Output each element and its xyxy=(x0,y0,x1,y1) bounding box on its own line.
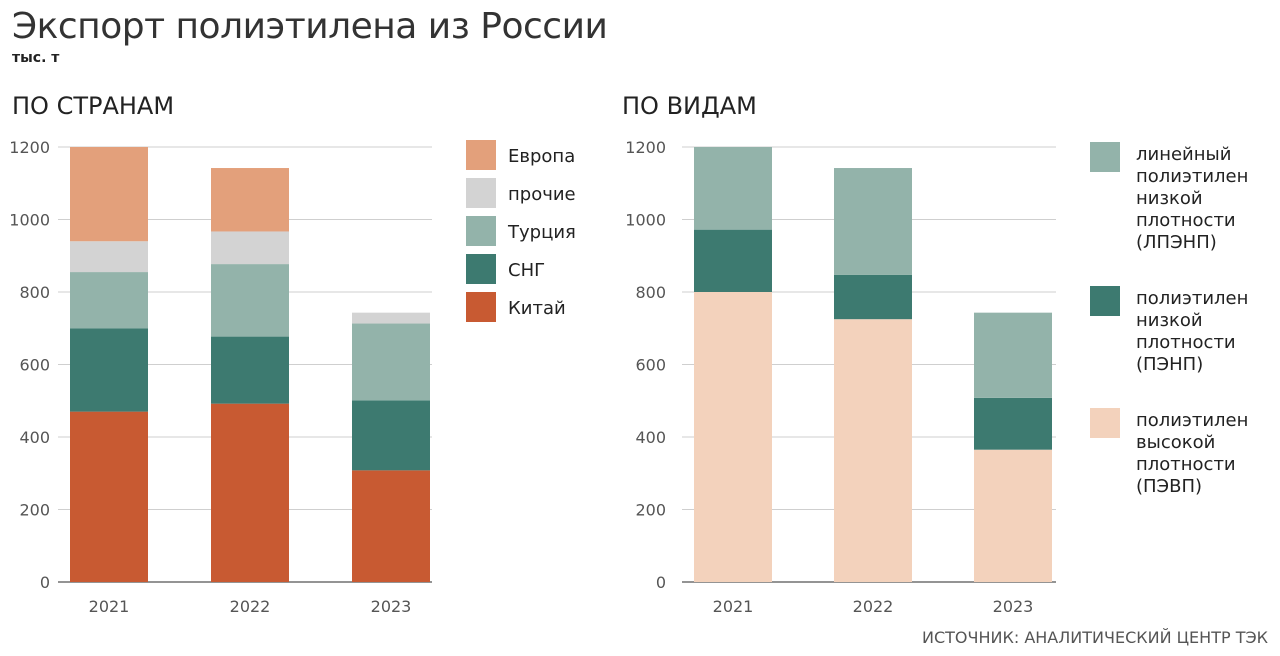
countries-bar-2022-series-1 xyxy=(211,336,289,404)
types-legend-swatch-1 xyxy=(1090,286,1120,316)
types-bar-2022-series-1 xyxy=(834,274,912,320)
types-bar-2021-series-1 xyxy=(694,229,772,292)
countries-ytick-0: 0 xyxy=(40,573,50,592)
countries-bar-2021-series-0 xyxy=(70,411,148,582)
types-bar-2022-series-2 xyxy=(834,168,912,275)
countries-legend-swatch-1 xyxy=(466,178,496,208)
types-ytick-600: 600 xyxy=(635,356,666,375)
countries-xtick-2023: 2023 xyxy=(371,597,412,616)
types-bar-2022-series-0 xyxy=(834,319,912,582)
types-bar-2023-series-2 xyxy=(974,312,1052,398)
units-label: тыс. т xyxy=(12,50,60,66)
types-bar-2021-series-2 xyxy=(694,147,772,230)
countries-legend-swatch-3 xyxy=(466,254,496,284)
countries-legend-label-2: Турция xyxy=(507,222,576,243)
types-legend-swatch-0 xyxy=(1090,142,1120,172)
types-legend-label-2: полиэтилен высокой плотности (ПЭВП) xyxy=(1136,410,1248,497)
types-ytick-1000: 1000 xyxy=(625,211,666,230)
countries-bar-2022-series-3 xyxy=(211,231,289,265)
countries-ytick-800: 800 xyxy=(19,283,50,302)
types-legend-swatch-2 xyxy=(1090,408,1120,438)
types-xtick-2021: 2021 xyxy=(713,597,754,616)
countries-legend-label-1: прочие xyxy=(508,184,576,205)
countries-bar-2021-series-3 xyxy=(70,241,148,273)
countries-legend-swatch-2 xyxy=(466,216,496,246)
countries-ytick-1000: 1000 xyxy=(9,211,50,230)
countries-legend-swatch-0 xyxy=(466,140,496,170)
countries-bar-2023-series-2 xyxy=(352,323,430,401)
countries-ytick-200: 200 xyxy=(19,501,50,520)
countries-bar-2022-series-2 xyxy=(211,264,289,337)
types-xtick-2023: 2023 xyxy=(993,597,1034,616)
types-bar-2023-series-1 xyxy=(974,397,1052,450)
types-legend-label-0: линейный полиэтилен низкой плотности (ЛПЭНП) xyxy=(1136,144,1248,253)
chart-types-title: ПО ВИДАМ xyxy=(622,92,757,120)
source-note: ИСТОЧНИК: АНАЛИТИЧЕСКИЙ ЦЕНТР ТЭК xyxy=(922,628,1268,647)
chart-countries-title: ПО СТРАНАМ xyxy=(12,92,175,120)
countries-bar-2023-series-1 xyxy=(352,400,430,471)
countries-legend-label-0: Европа xyxy=(508,146,575,167)
countries-bar-2023-series-0 xyxy=(352,470,430,582)
types-ytick-200: 200 xyxy=(635,501,666,520)
countries-xtick-2022: 2022 xyxy=(230,597,271,616)
types-bar-2023-series-0 xyxy=(974,449,1052,582)
countries-legend-label-4: Китай xyxy=(508,298,566,319)
page-title: Экспорт полиэтилена из России xyxy=(12,6,608,47)
types-ytick-0: 0 xyxy=(656,573,666,592)
countries-bar-2021-series-1 xyxy=(70,328,148,412)
countries-bar-2022-series-4 xyxy=(211,168,289,232)
types-ytick-1200: 1200 xyxy=(625,138,666,157)
types-legend-label-1: полиэтилен низкой плотности (ПЭНП) xyxy=(1136,288,1248,375)
countries-ytick-1200: 1200 xyxy=(9,138,50,157)
countries-bar-2021-series-2 xyxy=(70,272,148,329)
countries-bar-2023-series-3 xyxy=(352,312,430,324)
countries-ytick-600: 600 xyxy=(19,356,50,375)
countries-bar-2022-series-0 xyxy=(211,403,289,582)
countries-bar-2021-series-4 xyxy=(70,147,148,242)
countries-legend-label-3: СНГ xyxy=(508,260,545,281)
types-ytick-800: 800 xyxy=(635,283,666,302)
types-xtick-2022: 2022 xyxy=(853,597,894,616)
types-ytick-400: 400 xyxy=(635,428,666,447)
countries-ytick-400: 400 xyxy=(19,428,50,447)
countries-xtick-2021: 2021 xyxy=(89,597,130,616)
types-bar-2021-series-0 xyxy=(694,292,772,582)
countries-legend-swatch-4 xyxy=(466,292,496,322)
